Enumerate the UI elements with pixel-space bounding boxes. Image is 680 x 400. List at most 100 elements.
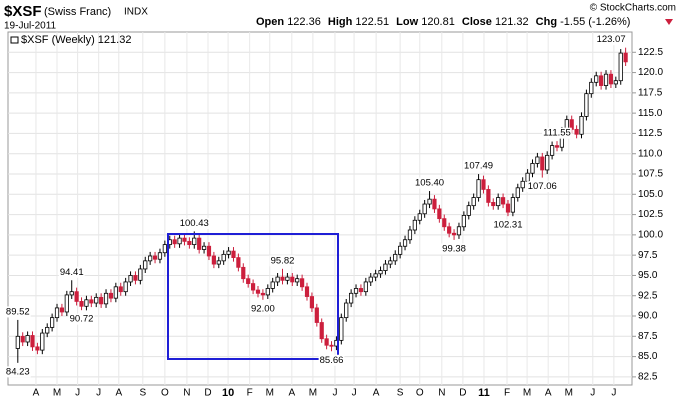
- candle-body: [241, 266, 246, 280]
- candle-body: [500, 197, 506, 205]
- candle-body: [265, 288, 270, 296]
- x-tick-label: S: [397, 388, 404, 399]
- x-tick-label: A: [545, 388, 552, 399]
- quote-label: Chg: [536, 16, 557, 28]
- candle-body: [118, 286, 123, 293]
- x-tick-label: 10: [222, 387, 234, 399]
- quote-value: -1.55 (-1.26%): [560, 16, 630, 28]
- candle-body: [618, 52, 623, 82]
- candle-body: [309, 296, 315, 309]
- y-tick-label: 97.5: [638, 250, 658, 261]
- y-tick-label: 102.5: [638, 209, 663, 220]
- x-tick-label: A: [33, 388, 40, 399]
- candle-body: [197, 237, 202, 250]
- candle-body: [383, 263, 388, 271]
- y-tick-label: 87.5: [638, 331, 658, 342]
- candle-body: [123, 281, 128, 293]
- y-tick-label: 82.5: [638, 372, 658, 383]
- annotation: 90.72: [70, 314, 94, 325]
- x-tick-label: D: [204, 388, 211, 399]
- annotation: 105.40: [415, 178, 444, 189]
- quote: Open 122.36 High 122.51 Low 120.81 Close…: [256, 16, 630, 28]
- candle-body: [295, 278, 300, 283]
- y-tick-label: 92.5: [638, 290, 658, 301]
- candle-body: [373, 273, 378, 278]
- quote-value: 120.81: [421, 16, 455, 28]
- x-tick-label: M: [309, 388, 317, 399]
- candle-body: [608, 73, 614, 85]
- annotation: 102.31: [493, 220, 522, 231]
- candle-body: [84, 299, 89, 307]
- candle-body: [211, 255, 216, 265]
- candle-body: [344, 302, 349, 319]
- candle-body: [451, 232, 457, 236]
- candle-body: [99, 296, 104, 305]
- candle-body: [402, 239, 408, 247]
- quote-label: Open: [256, 16, 284, 28]
- candle-body: [353, 288, 359, 294]
- annotation-bg: [4, 366, 31, 378]
- annotation: 107.49: [464, 161, 493, 172]
- candle-body: [300, 278, 305, 288]
- annotation-bg: [414, 177, 446, 189]
- annotation: 85.66: [320, 355, 344, 366]
- annotation: 123.07: [597, 34, 626, 45]
- candle-body: [550, 145, 555, 156]
- candle-body: [79, 301, 84, 307]
- candle-body: [216, 260, 221, 265]
- annotation-bg: [58, 266, 85, 278]
- annotation: 94.41: [60, 267, 84, 278]
- candle-body: [270, 281, 275, 289]
- x-tick-label: A: [373, 388, 380, 399]
- candle-body: [520, 180, 525, 189]
- annotation-bg: [463, 160, 495, 172]
- candle-body: [94, 296, 99, 304]
- highlight-box: [167, 233, 339, 360]
- candle-body: [89, 299, 94, 304]
- candle-body: [143, 260, 148, 270]
- candle-body: [236, 257, 241, 268]
- candle-body: [540, 156, 545, 171]
- candle-body: [226, 250, 231, 255]
- annotation: 92.00: [251, 303, 275, 314]
- y-tick-label: 117.5: [638, 88, 663, 99]
- candle-body: [319, 322, 324, 340]
- candle-body: [613, 80, 618, 85]
- candle-body: [157, 252, 163, 260]
- candle-body: [152, 255, 158, 260]
- candle-body: [461, 214, 466, 228]
- x-tick-label: J: [611, 388, 616, 399]
- annotation-bg: [542, 127, 572, 139]
- candle-body: [40, 332, 45, 351]
- candle-body: [275, 276, 280, 283]
- x-tick-label: M: [53, 388, 61, 399]
- x-tick-label: J: [590, 388, 595, 399]
- candle-body: [554, 145, 560, 148]
- candle-body: [437, 208, 442, 220]
- candle-body: [45, 326, 50, 334]
- x-tick-label: N: [183, 388, 190, 399]
- candle-body: [574, 128, 579, 135]
- candle-body: [466, 205, 471, 216]
- annotation-bg: [4, 306, 31, 318]
- plot-frame: [7, 31, 633, 386]
- x-tick-label: M: [266, 388, 274, 399]
- y-tick-label: 105.0: [638, 189, 663, 200]
- candle-body: [623, 52, 628, 63]
- candle-body: [388, 260, 393, 265]
- candles: [15, 47, 628, 363]
- y-tick-label: 95.0: [638, 270, 658, 281]
- annotation-bg: [269, 255, 296, 267]
- y-tick-label: 110.0: [638, 148, 663, 159]
- candle-body: [447, 226, 452, 234]
- candle-body: [30, 335, 35, 348]
- candle-body: [290, 276, 295, 283]
- legend-icon: [10, 36, 19, 44]
- candle-body: [59, 307, 65, 313]
- annotation-bg: [526, 181, 558, 193]
- annotation-bg: [595, 34, 627, 46]
- x-tick-label: J: [75, 388, 80, 399]
- candle-body: [456, 226, 462, 236]
- y-tick-label: 107.5: [638, 169, 663, 180]
- y-tick-label: 115.0: [638, 108, 663, 119]
